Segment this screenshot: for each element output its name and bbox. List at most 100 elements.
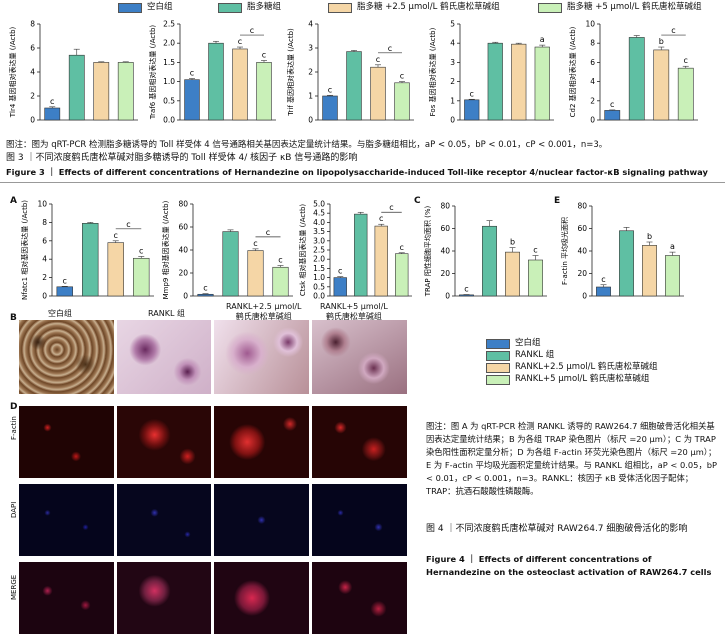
factin-image-rankl [117,406,211,478]
legend-swatch-blank [486,338,510,349]
y-tick-label: 20 [440,269,450,278]
bar [333,277,347,297]
bar [82,223,99,297]
y-axis-label: Traf6 基因相对表达量 (/Actb) [148,25,157,121]
bar [197,293,214,297]
dapi-image-blank [19,484,114,556]
significance-label: c [139,246,143,255]
y-tick-label: 10 [37,200,47,209]
y-tick-label: 1.0 [313,273,325,282]
y-tick-label: 1.5 [163,58,175,67]
bar [346,51,362,121]
y-tick-label: 0 [308,116,313,125]
bar [232,48,248,121]
legend-swatch-low [328,2,352,13]
bar [511,43,527,121]
y-tick-label: 4 [42,255,47,264]
y-tick-label: 2 [450,77,455,86]
y-tick-label: 0.5 [313,282,325,291]
y-tick-label: 40 [577,247,587,256]
legend-swatch-model [218,2,242,13]
y-axis-label: Trif 基因相对表达量 (/Actb) [286,28,295,117]
y-tick-label: 2.5 [313,246,325,255]
significance-label: c [601,275,605,284]
significance-label: b [659,37,664,46]
bar [247,250,264,297]
legend-swatch-high [486,374,510,385]
significance-label: b [510,238,515,247]
y-tick-label: 0 [42,292,47,301]
y-tick-label: 0 [582,292,587,301]
y-tick-label: 40 [440,247,450,256]
bar [528,259,543,297]
fig4-note: 图注：图 A 为 qRT-PCR 检测 RANKL 诱导的 RAW264.7 细… [426,421,718,496]
bar [653,49,670,121]
y-tick-label: 2.0 [313,255,325,264]
bar [459,294,474,297]
bar [222,231,239,297]
legend-swatch-high [538,2,562,13]
legend-label: 脂多糖 +5 μmol/L 鹤氏唐松草碱组 [567,2,702,12]
merge-image-blank [19,562,114,634]
divider [0,182,725,183]
bar [256,62,272,121]
bar [534,46,550,121]
factin-image-blank [19,406,114,478]
xlabel-low: RANKL+2.5 μmol/L 鹤氏唐松草碱组 [226,302,302,321]
bar [505,251,520,297]
y-tick-label: 40 [178,246,188,255]
y-tick-label: 80 [577,202,587,211]
trap-image-blank [19,320,114,394]
y-tick-label: 0 [30,116,35,125]
row-label-merge: MERGE [10,574,18,600]
panel-label-c: C [414,196,421,206]
significance-label: c [114,231,118,240]
panel-label-d: D [10,402,18,412]
bar [596,286,611,297]
trap-image-rankl [117,320,211,394]
y-tick-label: 80 [178,200,188,209]
legend-label: 脂多糖 +2.5 μmol/L 鹤氏唐松草碱组 [357,2,500,12]
significance-label: c [610,100,614,109]
legend-label: 空白组 [147,2,173,12]
fig4-title-cn: 图 4 ｜不同浓度鹤氏唐松草碱对 RAW264.7 细胞破骨活化的影响 [426,524,688,534]
xlabel-high: RANKL+5 μmol/L 鹤氏唐松草碱组 [320,302,388,321]
y-tick-label: 1.5 [313,264,325,273]
merge-image-high [312,562,407,634]
bracket-label: c [126,220,130,229]
y-axis-label: Mmp9 相对基因表达量 (/Actb) [161,200,170,299]
bar [208,42,224,121]
y-tick-label: 3 [450,58,455,67]
bar [604,110,621,121]
y-tick-label: 2.0 [163,39,175,48]
merge-image-low [214,562,309,634]
significance-label: c [238,37,242,46]
y-tick-label: 0 [450,116,455,125]
legend-swatch-rankl [486,350,510,361]
bar [395,253,409,297]
bar [370,66,386,121]
bar [642,245,657,297]
significance-label: c [278,256,282,265]
y-tick-label: 4 [30,68,35,77]
dapi-image-high [312,484,407,556]
y-tick-label: 2 [590,96,595,105]
significance-label: c [464,285,468,294]
panel-label-e: E [554,196,561,206]
bar [272,266,289,297]
y-tick-label: 8 [30,20,35,29]
bar [619,230,634,297]
significance-label: c [684,56,688,65]
y-tick-label: 8 [590,39,595,48]
bar [354,213,368,297]
y-tick-label: 4 [450,39,455,48]
significance-label: c [63,276,67,285]
significance-label: c [376,55,380,64]
significance-label: c [328,85,332,94]
y-tick-label: 1 [450,96,455,105]
dapi-image-low [214,484,309,556]
significance-label: a [540,35,545,44]
bar [665,255,680,297]
legend-swatch-blank [118,2,142,13]
